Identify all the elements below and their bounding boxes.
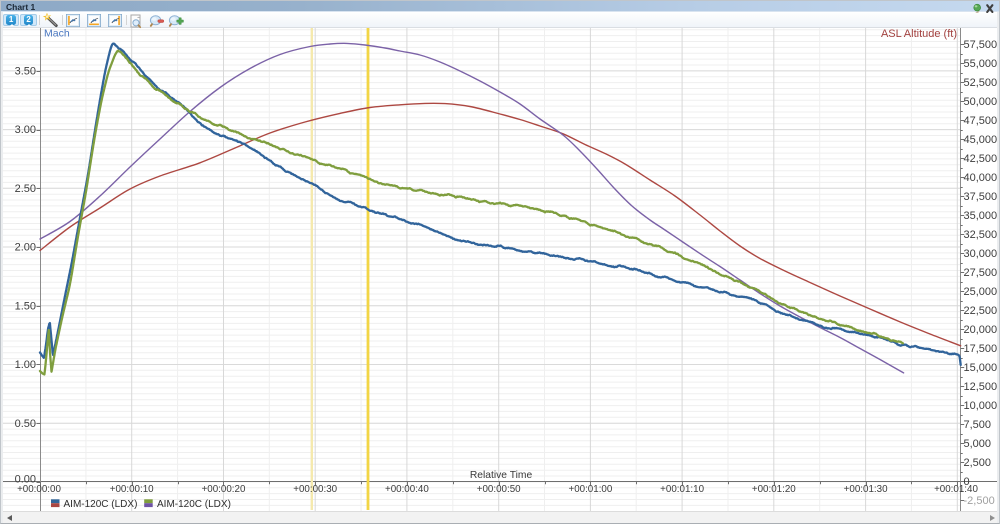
svg-text:Mach: Mach	[44, 28, 70, 40]
svg-text:+00:00:30: +00:00:30	[293, 484, 337, 495]
svg-text:Relative Time: Relative Time	[470, 470, 533, 481]
svg-text:0.50: 0.50	[15, 418, 36, 430]
svg-text:22,500: 22,500	[964, 305, 998, 317]
svg-text:25,000: 25,000	[964, 286, 998, 298]
svg-text:1.00: 1.00	[15, 359, 36, 371]
svg-text:32,500: 32,500	[964, 229, 998, 241]
svg-text:5,000: 5,000	[964, 438, 992, 450]
svg-text:+00:01:40: +00:01:40	[934, 484, 978, 495]
svg-text:35,000: 35,000	[964, 210, 998, 222]
svg-text:+00:01:30: +00:01:30	[844, 484, 888, 495]
svg-text:+00:01:20: +00:01:20	[752, 484, 796, 495]
svg-text:37,500: 37,500	[964, 191, 998, 203]
svg-text:10,000: 10,000	[964, 400, 998, 412]
svg-text:7,500: 7,500	[964, 419, 992, 431]
svg-text:2.00: 2.00	[15, 242, 36, 254]
svg-text:+00:00:10: +00:00:10	[110, 484, 154, 495]
svg-text:+00:01:10: +00:01:10	[660, 484, 704, 495]
svg-text:55,000: 55,000	[964, 58, 998, 70]
svg-text:12,500: 12,500	[964, 381, 998, 393]
svg-text:42,500: 42,500	[964, 153, 998, 165]
svg-text:2.50: 2.50	[15, 183, 36, 195]
svg-text:30,000: 30,000	[964, 248, 998, 260]
svg-text:+00:00:00: +00:00:00	[17, 484, 61, 495]
svg-text:AIM-120C (LDX): AIM-120C (LDX)	[64, 499, 138, 510]
svg-text:17,500: 17,500	[964, 343, 998, 355]
svg-text:45,000: 45,000	[964, 134, 998, 146]
svg-text:2,500: 2,500	[964, 457, 992, 469]
svg-text:AIM-120C (LDX): AIM-120C (LDX)	[157, 499, 231, 510]
svg-text:52,500: 52,500	[964, 77, 998, 89]
svg-text:47,500: 47,500	[964, 115, 998, 127]
svg-text:57,500: 57,500	[964, 39, 998, 51]
svg-text:50,000: 50,000	[964, 96, 998, 108]
svg-text:+00:00:50: +00:00:50	[477, 484, 521, 495]
svg-text:3.50: 3.50	[15, 66, 36, 78]
svg-text:0: 0	[964, 476, 970, 488]
svg-text:27,500: 27,500	[964, 267, 998, 279]
svg-text:+00:01:00: +00:01:00	[568, 484, 612, 495]
svg-text:20,000: 20,000	[964, 324, 998, 336]
svg-text:0.00: 0.00	[15, 474, 36, 486]
svg-text:3.00: 3.00	[15, 124, 36, 136]
svg-text:+00:00:20: +00:00:20	[202, 484, 246, 495]
svg-text:40,000: 40,000	[964, 172, 998, 184]
svg-text:+00:00:40: +00:00:40	[385, 484, 429, 495]
svg-text:1.50: 1.50	[15, 300, 36, 312]
svg-text:15,000: 15,000	[964, 362, 998, 374]
svg-text:ASL Altitude (ft): ASL Altitude (ft)	[881, 28, 957, 40]
svg-text:-2,500: -2,500	[964, 495, 995, 507]
